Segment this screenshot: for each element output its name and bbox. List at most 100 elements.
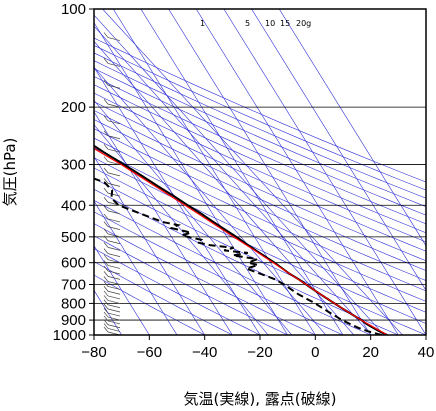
dry-adiabat-line — [94, 92, 426, 243]
wind-barb — [107, 148, 121, 153]
wind-barb-flag — [103, 281, 109, 287]
wind-barb — [107, 210, 121, 215]
dry-adiabat-line — [94, 76, 426, 225]
x-tick-label: 20 — [362, 344, 379, 361]
wind-barb-flag — [103, 326, 109, 333]
x-tick-label: −40 — [192, 344, 217, 361]
dry-adiabat-line — [94, 68, 426, 216]
y-tick-label: 700 — [61, 277, 86, 294]
wind-barb-flag — [103, 254, 109, 260]
wind-barb — [107, 226, 121, 230]
dry-adiabat-line — [94, 128, 426, 281]
mixing-ratio-line — [94, 25, 372, 335]
mixing-ratio-labels: 1 5 10 15 20g — [200, 19, 311, 28]
isotherm-line — [223, 9, 426, 335]
y-tick-label: 400 — [61, 197, 86, 214]
dry-adiabat-line — [94, 147, 426, 302]
dry-adiabat-line — [94, 137, 426, 292]
wind-barb-flag — [103, 311, 109, 318]
wind-barb — [107, 233, 121, 238]
y-tick-label: 100 — [61, 1, 86, 18]
wind-barb-flag — [103, 178, 109, 184]
wind-barb — [107, 290, 121, 295]
wind-barb — [107, 295, 121, 300]
wind-barb-flag — [103, 323, 109, 329]
wind-barb-flag — [103, 242, 109, 248]
isotherm-line — [140, 9, 344, 335]
x-tick-label: −20 — [247, 344, 272, 361]
dry-adiabat-line — [94, 110, 426, 262]
isotherm-line — [94, 66, 261, 335]
wind-barb — [107, 247, 121, 251]
dry-adiabat-line — [94, 119, 426, 271]
temperature-line — [94, 144, 388, 335]
mixing-ratio-label: 1 — [200, 19, 205, 28]
wind-barb — [107, 316, 121, 321]
wind-barb-flag — [103, 319, 109, 325]
dry-adiabat-line — [94, 248, 261, 335]
isotherm-line — [94, 245, 150, 335]
dry-adiabat-line — [94, 274, 206, 335]
wind-barb — [107, 192, 121, 197]
wind-barb-flag — [103, 271, 109, 277]
dry-adiabat-line — [94, 84, 426, 234]
x-tick-label: −80 — [81, 344, 106, 361]
y-tick-label: 600 — [61, 255, 86, 272]
wind-barb — [107, 161, 121, 165]
wind-barb-flag — [103, 58, 109, 64]
isotherm-line — [278, 9, 426, 247]
y-tick-label: 500 — [61, 229, 86, 246]
dry-adiabat-line — [94, 223, 317, 335]
y-tick-label: 300 — [61, 157, 86, 174]
wind-barb-flag — [103, 167, 109, 174]
mixing-ratio-line — [94, 40, 355, 335]
isotherm-line — [168, 9, 372, 335]
mixing-ratio-label: 5 — [245, 19, 250, 28]
dry-adiabat-line — [94, 37, 426, 183]
x-axis: −80 −60 −40 −20 0 20 40 — [81, 335, 434, 361]
wind-barb-flag — [103, 307, 109, 314]
wind-barb — [107, 259, 121, 264]
wind-barb — [107, 37, 121, 41]
wind-barb — [107, 324, 121, 329]
wind-barb-flag — [103, 286, 109, 292]
wind-barb-flag — [103, 130, 109, 136]
dry-adiabat-line — [94, 60, 426, 207]
sounding-series — [94, 144, 388, 335]
wind-barb-flag — [103, 315, 109, 322]
wind-barb — [107, 63, 121, 67]
y-tick-label: 1000 — [53, 327, 86, 344]
y-tick-label: 800 — [61, 295, 86, 312]
wind-barb — [107, 270, 121, 275]
x-tick-label: 40 — [418, 344, 435, 361]
dry-adiabat-line — [94, 235, 289, 335]
isotherm-line — [251, 9, 426, 291]
wind-barb — [107, 218, 121, 223]
mixing-ratio-label: 15 — [280, 19, 290, 28]
wind-barb-flag — [103, 290, 109, 297]
wind-barb — [107, 304, 121, 309]
wind-barb — [107, 312, 121, 317]
dry-adiabat-line — [94, 188, 400, 335]
wind-barb-flag — [103, 265, 109, 272]
adiabat-guide-lines — [94, 9, 426, 335]
wind-barb-flag — [103, 235, 109, 241]
y-tick-label: 200 — [61, 99, 86, 116]
dry-adiabat-line — [94, 261, 233, 335]
mixing-ratio-line — [102, 9, 403, 335]
wind-barb-flag — [103, 205, 109, 212]
wind-barb — [107, 240, 121, 245]
dry-adiabat-line — [94, 167, 426, 324]
wind-barb-flag — [103, 248, 109, 254]
mixing-ratio-label: 20g — [296, 19, 311, 28]
wind-barb-flag — [103, 276, 109, 282]
isotherm-line — [112, 9, 316, 335]
wind-barb — [107, 183, 121, 187]
mixing-ratio-line — [94, 99, 293, 335]
mixing-ratio-line — [94, 66, 327, 335]
wind-barb — [107, 84, 121, 89]
wind-barb — [107, 320, 121, 325]
isotherm-line — [94, 111, 233, 335]
